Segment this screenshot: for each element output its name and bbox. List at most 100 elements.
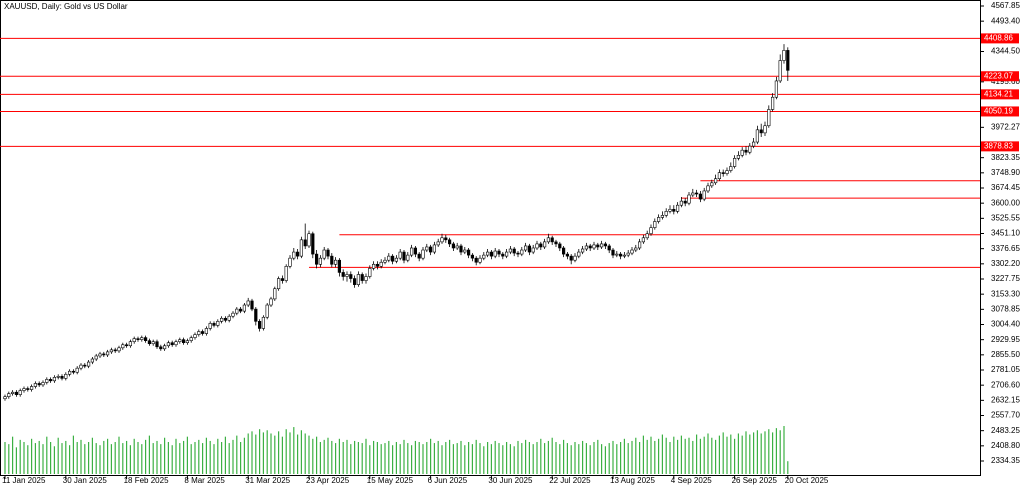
candle-body: [599, 243, 604, 248]
candle-body: [645, 233, 649, 239]
candle-body: [155, 341, 159, 348]
candle-body: [345, 274, 349, 277]
candle-body: [314, 253, 319, 265]
candle-body: [64, 373, 68, 379]
y-tick-label: 3674.45: [991, 183, 1020, 192]
y-tick-label: 2483.25: [991, 426, 1020, 435]
candle-body: [607, 245, 611, 251]
candle-body: [618, 253, 623, 257]
candle-body: [451, 243, 456, 249]
x-tick-label: 31 Mar 2025: [245, 476, 290, 485]
x-tick-label: 8 Mar 2025: [184, 476, 225, 485]
y-tick-label: 2855.50: [991, 350, 1020, 359]
candle-body: [668, 208, 672, 212]
candle-body: [751, 141, 756, 147]
x-tick-label: 18 Feb 2025: [124, 476, 169, 485]
candle-body: [52, 377, 56, 382]
candle-body: [87, 361, 91, 367]
candle-body: [390, 255, 395, 262]
x-tick-label: 6 Jun 2025: [428, 476, 468, 485]
candle-body: [569, 255, 573, 261]
candle-body: [125, 344, 129, 347]
candle-body: [501, 253, 505, 257]
candle-body: [740, 149, 744, 156]
y-tick-label: 3227.75: [991, 274, 1020, 283]
candle-body: [489, 251, 494, 257]
candle-body: [284, 266, 288, 281]
candle-body: [603, 243, 607, 247]
level-label: 3878.83: [984, 141, 1013, 150]
candle-body: [717, 172, 721, 180]
candle-body: [634, 247, 638, 251]
candle-body: [220, 317, 224, 322]
candle-body: [170, 342, 174, 346]
candle-body: [691, 192, 695, 196]
candle-body: [394, 257, 399, 262]
candle-body: [45, 379, 49, 383]
candle-body: [368, 268, 372, 277]
candle-body: [398, 251, 402, 259]
candle-body: [535, 243, 539, 249]
y-tick-label: 3153.30: [991, 289, 1020, 298]
y-tick-label: 2408.80: [991, 441, 1020, 450]
candle-body: [109, 349, 113, 353]
candle-body: [333, 259, 338, 265]
candle-body: [406, 254, 410, 261]
y-tick-label: 3748.90: [991, 168, 1020, 177]
candle-body: [561, 247, 566, 255]
x-tick-label: 30 Jun 2025: [488, 476, 533, 485]
candle-body: [744, 149, 748, 153]
candle-body: [178, 339, 182, 342]
candle-body: [246, 300, 250, 306]
candle-body: [273, 288, 277, 300]
candle-body: [626, 252, 630, 256]
candle-body: [113, 349, 117, 352]
y-tick-label: 2781.05: [991, 365, 1020, 374]
x-tick-label: 15 May 2025: [367, 476, 414, 485]
candle-body: [584, 245, 588, 250]
candle-body: [428, 246, 433, 253]
candle-body: [470, 254, 475, 259]
y-tick-label: 2632.15: [991, 395, 1020, 404]
candle-body: [208, 323, 212, 329]
candle-body: [261, 316, 266, 329]
candle-body: [539, 243, 543, 248]
candle-body: [588, 245, 592, 249]
candle-body: [18, 390, 22, 395]
candle-body: [280, 278, 285, 281]
candle-body: [432, 244, 437, 253]
candle-body: [212, 323, 216, 326]
candle-body: [527, 245, 531, 253]
y-tick-label: 3525.55: [991, 213, 1020, 222]
candle-body: [326, 249, 330, 257]
candle-body: [163, 345, 167, 350]
candle-body: [239, 308, 243, 312]
candle-body: [265, 304, 269, 318]
y-tick-label: 3302.20: [991, 259, 1020, 268]
candle-body: [231, 312, 235, 317]
candle-body: [713, 178, 718, 184]
candle-body: [763, 125, 767, 134]
candle-body: [26, 388, 30, 390]
candle-body: [698, 193, 702, 200]
candle-body: [151, 341, 155, 345]
candle-body: [330, 255, 334, 265]
candle-body: [580, 248, 585, 253]
y-tick-label: 2557.70: [991, 411, 1020, 420]
candle-body: [159, 346, 163, 350]
candle-body: [269, 298, 273, 306]
y-tick-label: 3004.40: [991, 320, 1020, 329]
candle-body: [520, 249, 524, 255]
candle-body: [204, 328, 209, 334]
candle-body: [182, 339, 186, 344]
x-tick-label: 4 Sep 2025: [671, 476, 712, 485]
candle-body: [455, 245, 459, 249]
candle-body: [132, 338, 136, 342]
candle-body: [7, 393, 11, 397]
candle-body: [318, 257, 323, 265]
candle-body: [413, 247, 418, 255]
candle-body: [189, 337, 193, 341]
level-label-box: [981, 141, 1019, 152]
candle-body: [656, 217, 661, 222]
candle-body: [288, 257, 292, 267]
